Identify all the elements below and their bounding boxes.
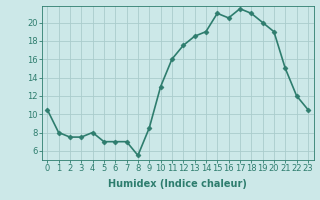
X-axis label: Humidex (Indice chaleur): Humidex (Indice chaleur) bbox=[108, 179, 247, 189]
